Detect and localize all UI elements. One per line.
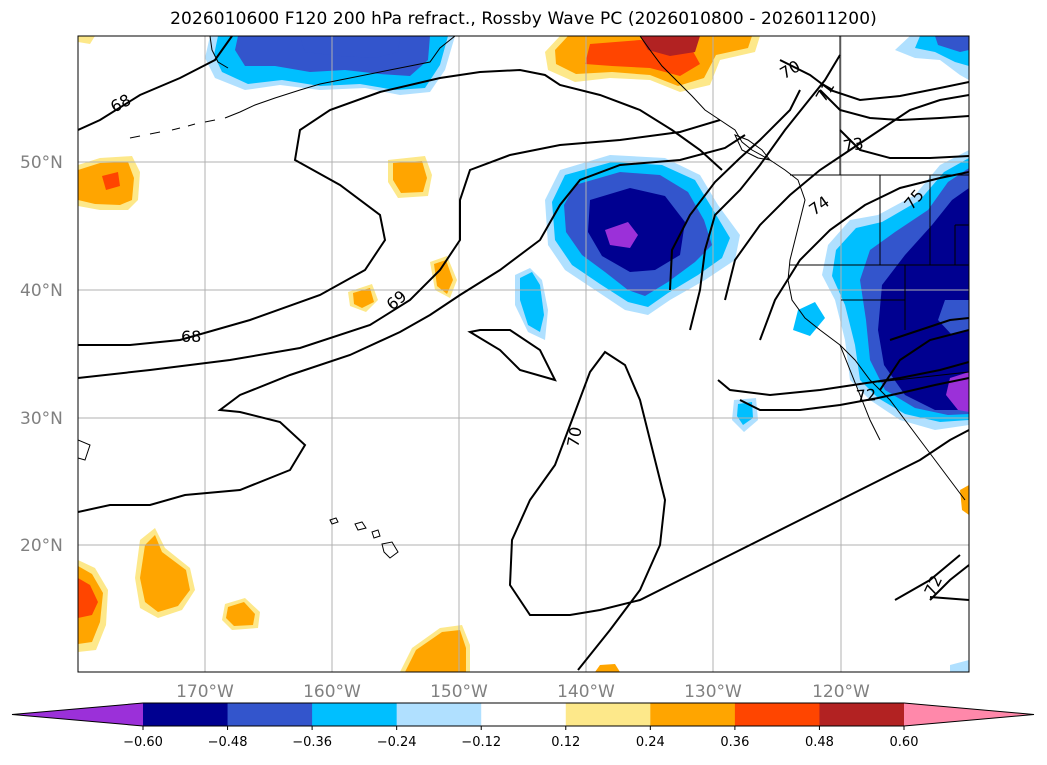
coastlines bbox=[78, 36, 969, 559]
colorbar-bin bbox=[650, 703, 736, 726]
colorbar-tick-label: 0.60 bbox=[890, 735, 919, 750]
colorbar-extend-high bbox=[904, 703, 1034, 726]
colorbar-tick-label: −0.60 bbox=[123, 735, 163, 750]
positive-anomaly-west bbox=[78, 156, 140, 210]
refractivity-contours bbox=[78, 36, 969, 671]
latitude-labels: 50°N 40°N 30°N 20°N bbox=[20, 153, 63, 556]
colorbar-tick-label: −0.48 bbox=[208, 735, 248, 750]
colorbar-bin bbox=[481, 703, 567, 726]
longitude-labels: 170°W 160°W 150°W 140°W 130°W 120°W bbox=[176, 682, 870, 702]
colorbar-tick-label: 0.24 bbox=[636, 735, 665, 750]
map-plot-area bbox=[78, 36, 969, 672]
negative-anomaly-small bbox=[515, 268, 758, 432]
negative-anomaly-alaska bbox=[205, 36, 455, 95]
positive-anomaly-gulf-of-alaska bbox=[545, 36, 760, 92]
negative-anomaly-central bbox=[545, 155, 740, 315]
colorbar-bin bbox=[143, 703, 229, 726]
colorbar-bin bbox=[227, 703, 313, 726]
map-layers: 68 68 69 70 70 71 72 72 73 74 75 bbox=[78, 36, 969, 672]
colorbar-tick-label: −0.36 bbox=[292, 735, 332, 750]
positive-anomaly-central-north bbox=[388, 156, 432, 198]
colorbar: −0.60 −0.48 −0.36 −0.24 −0.12 0.12 0.24 0.36 0.4… bbox=[11, 702, 1035, 750]
contour-label: 68 bbox=[181, 327, 201, 346]
colorbar-tick-label: 0.36 bbox=[720, 735, 749, 750]
colorbar-tick-label: 0.48 bbox=[805, 735, 834, 750]
colorbar-extend-low bbox=[12, 703, 143, 726]
positive-anomaly-corner bbox=[78, 36, 95, 44]
lat-label-50n: 50°N bbox=[20, 153, 63, 173]
colorbar-tick-label: −0.24 bbox=[377, 735, 417, 750]
colorbar-bin bbox=[819, 703, 905, 726]
lat-label-20n: 20°N bbox=[20, 536, 63, 556]
map-frame bbox=[77, 35, 970, 673]
colorbar-bin bbox=[396, 703, 482, 726]
colorbar-bin bbox=[312, 703, 398, 726]
contour-label: 72 bbox=[855, 385, 877, 406]
lon-label-170w: 170°W bbox=[176, 682, 234, 702]
colorbar-bin bbox=[734, 703, 820, 726]
negative-anomaly-bottom-right bbox=[950, 660, 969, 672]
lon-label-120w: 120°W bbox=[812, 682, 870, 702]
lon-label-140w: 140°W bbox=[557, 682, 615, 702]
contour-label: 70 bbox=[563, 425, 585, 448]
lon-label-130w: 130°W bbox=[684, 682, 742, 702]
positive-anomaly-south-west bbox=[78, 528, 620, 672]
lon-label-160w: 160°W bbox=[303, 682, 361, 702]
lat-label-40n: 40°N bbox=[20, 281, 63, 301]
graticule bbox=[78, 36, 969, 672]
map-title: 2026010600 F120 200 hPa refract., Rossby… bbox=[170, 9, 877, 29]
colorbar-tick-label: −0.12 bbox=[461, 735, 501, 750]
colorbar-bin bbox=[565, 703, 651, 726]
positive-anomaly-small-blobs bbox=[348, 256, 457, 312]
contour-label: 73 bbox=[842, 134, 865, 156]
colorbar-tick-label: 0.12 bbox=[551, 735, 580, 750]
lon-label-150w: 150°W bbox=[430, 682, 488, 702]
lat-label-30n: 30°N bbox=[20, 409, 63, 429]
